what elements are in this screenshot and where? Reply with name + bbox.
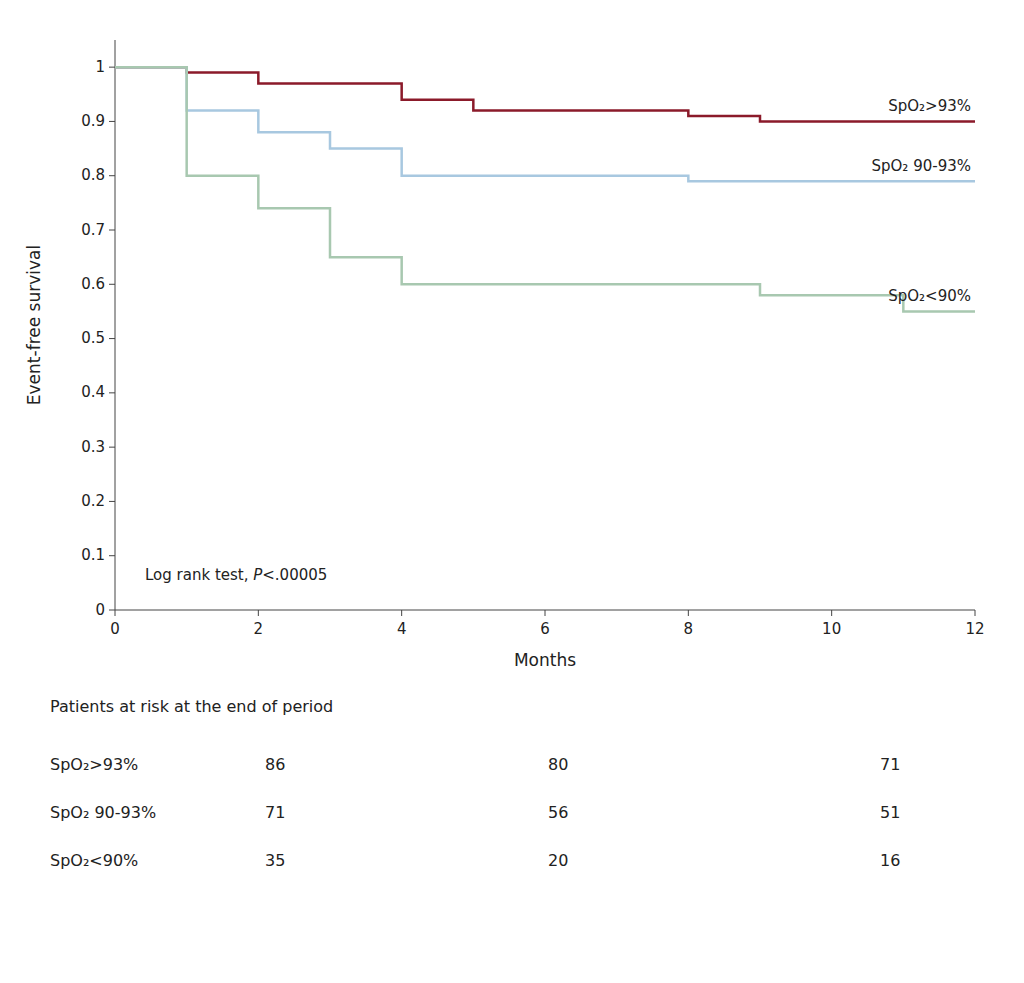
x-tick-label: 12 <box>965 620 984 638</box>
survival-curve <box>115 67 975 311</box>
y-tick <box>109 175 115 176</box>
series-label: SpO₂<90% <box>888 287 971 305</box>
x-tick-label: 4 <box>397 620 407 638</box>
risk-value: 51 <box>880 803 900 822</box>
x-axis-label: Months <box>514 650 576 670</box>
y-tick <box>109 392 115 393</box>
y-tick <box>109 338 115 339</box>
x-tick-label: 8 <box>684 620 694 638</box>
y-axis-line <box>115 40 116 610</box>
y-tick-label: 0.7 <box>81 221 105 239</box>
y-tick-label: 0.3 <box>81 438 105 456</box>
risk-value: 86 <box>265 755 285 774</box>
y-tick <box>109 67 115 68</box>
y-tick-label: 0.5 <box>81 329 105 347</box>
x-tick-label: 0 <box>110 620 120 638</box>
y-tick-label: 0 <box>95 601 105 619</box>
risk-value: 80 <box>548 755 568 774</box>
x-tick <box>831 610 832 616</box>
annotation-part: Log rank test, <box>145 566 253 584</box>
x-tick <box>688 610 689 616</box>
survival-curve <box>115 67 975 121</box>
plot-area <box>115 67 975 311</box>
y-tick-label: 0.1 <box>81 546 105 564</box>
y-tick-label: 0.2 <box>81 492 105 510</box>
x-tick <box>545 610 546 616</box>
y-tick-label: 0.8 <box>81 166 105 184</box>
risk-value: 20 <box>548 851 568 870</box>
y-tick-label: 0.9 <box>81 112 105 130</box>
x-tick-label: 6 <box>540 620 550 638</box>
risk-value: 16 <box>880 851 900 870</box>
x-tick-label: 2 <box>254 620 264 638</box>
annotation: Log rank test, P<.00005 <box>145 566 327 584</box>
risk-value: 56 <box>548 803 568 822</box>
y-tick-label: 0.4 <box>81 383 105 401</box>
risk-value: 35 <box>265 851 285 870</box>
risk-table-title: Patients at risk at the end of period <box>50 697 333 716</box>
series-label: SpO₂>93% <box>888 97 971 115</box>
x-tick <box>258 610 259 616</box>
survival-curve <box>115 67 975 181</box>
y-tick <box>109 555 115 556</box>
y-tick <box>109 501 115 502</box>
x-tick <box>975 610 976 616</box>
y-tick <box>109 230 115 231</box>
annotation-part: <.00005 <box>262 566 327 584</box>
risk-row-label: SpO₂<90% <box>50 851 138 870</box>
chart: 00.10.20.30.40.50.60.70.80.91024681012Mo… <box>0 0 1024 983</box>
risk-row-label: SpO₂>93% <box>50 755 138 774</box>
risk-value: 71 <box>880 755 900 774</box>
y-axis-label: Event-free survival <box>24 245 44 405</box>
risk-value: 71 <box>265 803 285 822</box>
y-tick <box>109 284 115 285</box>
risk-row-label: SpO₂ 90-93% <box>50 803 156 822</box>
y-tick <box>109 121 115 122</box>
x-tick-label: 10 <box>822 620 841 638</box>
y-tick-label: 1 <box>95 58 105 76</box>
y-tick-label: 0.6 <box>81 275 105 293</box>
y-tick <box>109 610 115 611</box>
x-tick <box>115 610 116 616</box>
y-tick <box>109 447 115 448</box>
x-tick <box>401 610 402 616</box>
series-label: SpO₂ 90-93% <box>872 157 971 175</box>
